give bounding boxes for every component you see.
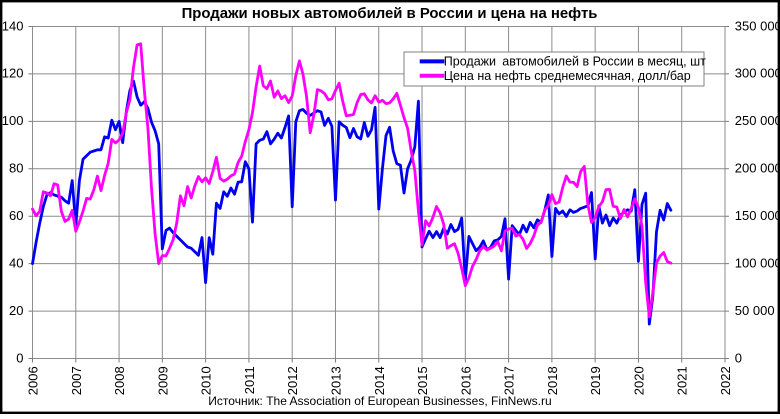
svg-text:Цена на нефть среднемесячная,: Цена на нефть среднемесячная, долл/бар	[444, 69, 691, 83]
svg-text:200 000: 200 000	[735, 161, 780, 176]
svg-text:2017: 2017	[502, 366, 517, 395]
svg-text:120: 120	[2, 66, 24, 81]
svg-text:2018: 2018	[545, 366, 560, 395]
svg-text:140: 140	[2, 18, 24, 33]
svg-text:2020: 2020	[631, 366, 646, 395]
svg-text:150 000: 150 000	[735, 208, 780, 223]
svg-text:50 000: 50 000	[735, 303, 775, 318]
svg-text:0: 0	[16, 350, 23, 365]
svg-text:2015: 2015	[415, 366, 430, 395]
svg-text:250 000: 250 000	[735, 113, 780, 128]
svg-text:2010: 2010	[199, 366, 214, 395]
svg-text:100 000: 100 000	[735, 255, 780, 270]
svg-text:20: 20	[9, 303, 23, 318]
svg-text:100: 100	[2, 113, 24, 128]
svg-text:2021: 2021	[675, 366, 690, 395]
svg-text:2013: 2013	[329, 366, 344, 395]
svg-text:2019: 2019	[588, 366, 603, 395]
svg-text:2007: 2007	[69, 366, 84, 395]
svg-text:2016: 2016	[458, 366, 473, 395]
svg-text:2006: 2006	[26, 366, 41, 395]
svg-text:60: 60	[9, 208, 23, 223]
svg-text:2008: 2008	[112, 366, 127, 395]
svg-text:300 000: 300 000	[735, 66, 780, 81]
svg-text:2022: 2022	[718, 366, 733, 395]
svg-text:350 000: 350 000	[735, 18, 780, 33]
svg-text:0: 0	[735, 350, 742, 365]
svg-text:2014: 2014	[372, 366, 387, 395]
svg-text:2012: 2012	[285, 366, 300, 395]
svg-text:2011: 2011	[242, 366, 257, 394]
svg-text:Продажи новых автомобилей в Ро: Продажи новых автомобилей в России и цен…	[182, 6, 598, 22]
svg-text:2009: 2009	[155, 366, 170, 395]
svg-text:Продажи автомобилей в России в: Продажи автомобилей в России в месяц, шт	[444, 54, 706, 68]
svg-text:80: 80	[9, 161, 23, 176]
svg-text:40: 40	[9, 255, 23, 270]
svg-text:Источник: The Association of E: Источник: The Association of European Bu…	[208, 394, 551, 408]
